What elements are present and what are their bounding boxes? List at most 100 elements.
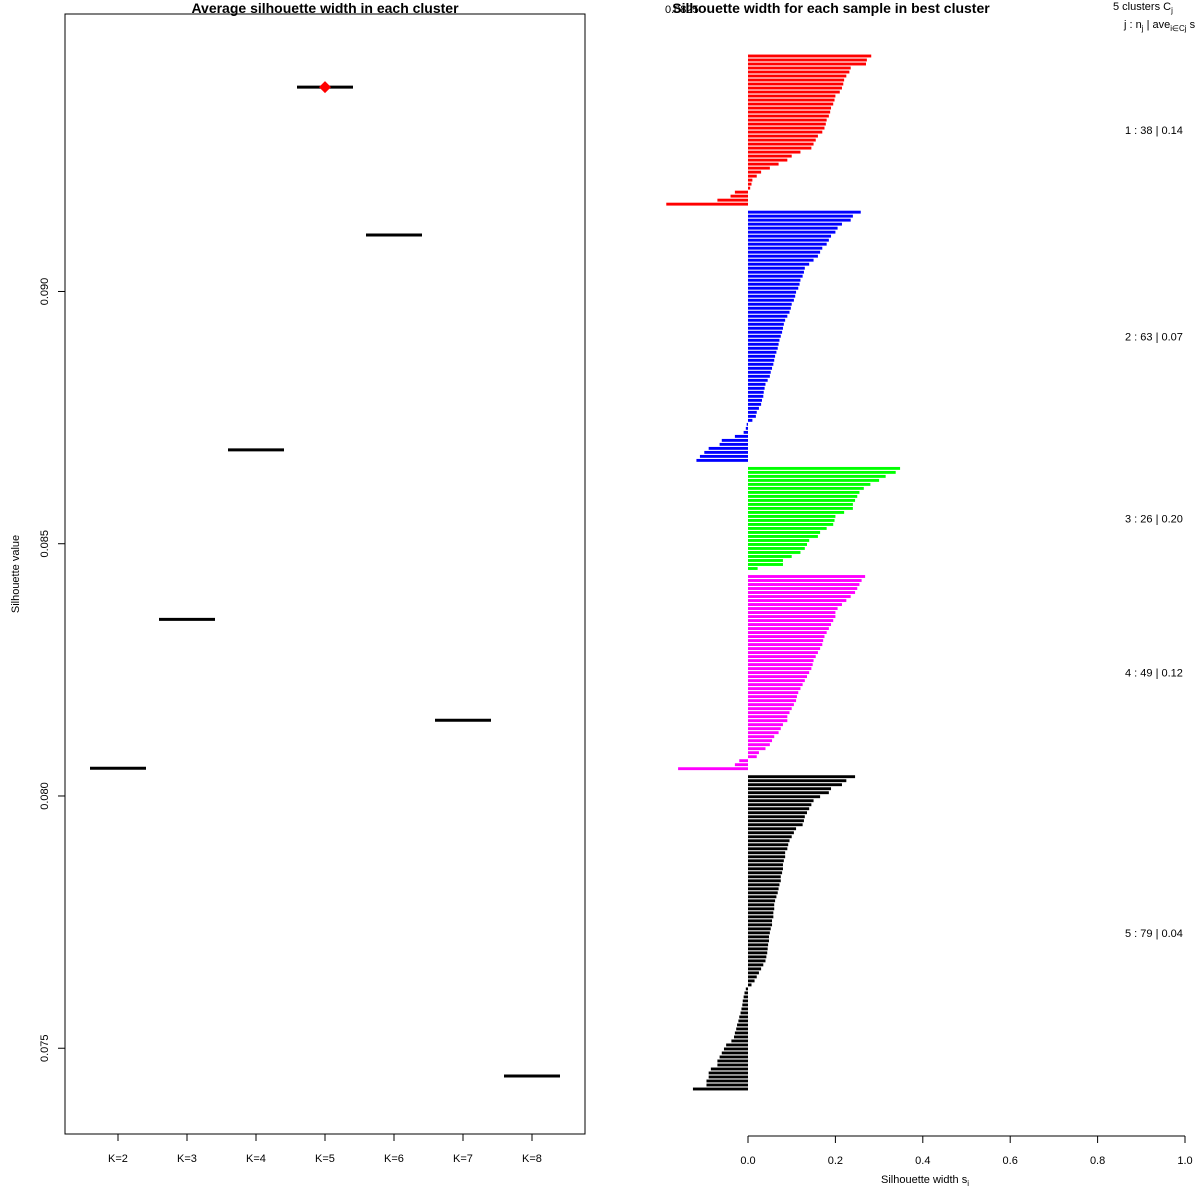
silhouette-bar	[748, 611, 836, 614]
silhouette-bar	[748, 695, 797, 699]
right-panel: Silhouette width for each sample in best…	[665, 0, 1196, 1188]
cluster-1-bars	[666, 54, 872, 206]
silhouette-bar	[748, 907, 775, 911]
left-plot-frame	[64, 13, 586, 1135]
silhouette-bar	[748, 679, 805, 683]
silhouette-bar	[731, 1039, 748, 1043]
left-x-axis: K=2 K=3 K=4 K=5 K=6 K=7 K=8	[108, 1133, 542, 1165]
silhouette-bar	[748, 310, 790, 314]
silhouette-bar	[748, 835, 792, 839]
silhouette-bar	[748, 270, 804, 274]
silhouette-bar	[748, 743, 770, 747]
silhouette-bar	[748, 94, 836, 98]
silhouette-bar	[748, 506, 853, 510]
silhouette-bar	[748, 803, 812, 807]
silhouette-bar	[748, 210, 861, 214]
silhouette-bar	[748, 326, 783, 330]
silhouette-bar	[748, 406, 759, 410]
silhouette-bar	[748, 86, 842, 90]
silhouette-bar	[742, 1003, 748, 1007]
silhouette-bar	[748, 519, 835, 522]
silhouette-bar	[748, 631, 827, 634]
silhouette-bar	[721, 1051, 748, 1055]
silhouette-bar	[748, 110, 831, 114]
silhouette-bar	[748, 927, 771, 931]
silhouette-bar	[734, 1031, 748, 1035]
silhouette-bar	[748, 134, 818, 138]
left-y-tick-label: 0.075	[39, 1034, 51, 1062]
silhouette-bar	[748, 334, 781, 338]
silhouette-bar	[748, 711, 790, 715]
silhouette-bar	[748, 623, 832, 626]
silhouette-bar	[734, 1035, 748, 1039]
best-k-marker	[319, 81, 331, 94]
left-x-tick-label: K=4	[246, 1153, 266, 1165]
silhouette-bar	[748, 967, 762, 971]
silhouette-bar	[748, 286, 799, 290]
right-x-tick-label: 1.0	[1177, 1155, 1192, 1167]
silhouette-bar	[748, 114, 829, 118]
silhouette-bar	[748, 675, 807, 679]
silhouette-bar	[748, 935, 769, 939]
silhouette-bar	[748, 254, 818, 258]
cluster-5-bars	[692, 775, 856, 1091]
silhouette-bar	[748, 859, 784, 863]
silhouette-bar	[740, 1011, 748, 1015]
silhouette-bar	[748, 667, 812, 671]
silhouette-bar	[748, 515, 836, 518]
silhouette-bar	[708, 446, 748, 450]
silhouette-bar	[748, 855, 786, 859]
silhouette-bar	[748, 58, 867, 62]
silhouette-bar	[748, 178, 753, 182]
silhouette-bar	[748, 527, 827, 530]
silhouette-bar	[748, 378, 768, 382]
left-y-tick-label: 0.080	[39, 782, 51, 810]
silhouette-bar	[748, 827, 797, 831]
silhouette-bar	[717, 1063, 748, 1067]
left-panel: Average silhouette width in each cluster…	[10, 0, 586, 1165]
silhouette-bar	[748, 747, 766, 751]
silhouette-bar	[748, 414, 756, 418]
silhouette-bar	[748, 931, 770, 935]
silhouette-bar	[666, 202, 748, 206]
silhouette-bar	[748, 599, 847, 602]
silhouette-bar	[748, 563, 783, 566]
silhouette-bar	[748, 899, 776, 903]
right-x-tick-label: 0.6	[1003, 1155, 1018, 1167]
silhouette-bar	[748, 655, 816, 659]
silhouette-bar	[748, 106, 832, 110]
silhouette-bar	[748, 739, 773, 743]
silhouette-bar	[748, 466, 901, 470]
silhouette-bar	[748, 258, 814, 262]
left-ylabel: Silhouette value	[10, 535, 22, 613]
silhouette-bar	[748, 719, 788, 723]
silhouette-bar	[748, 214, 853, 218]
right-x-tick-label: 0.2	[828, 1155, 843, 1167]
silhouette-bar	[748, 282, 800, 286]
silhouette-bar	[748, 647, 821, 651]
silhouette-bar	[748, 374, 770, 378]
silhouette-bar	[748, 911, 774, 915]
silhouette-bar	[748, 799, 814, 803]
silhouette-bar	[738, 1019, 748, 1023]
silhouette-bar	[741, 1007, 748, 1011]
cluster-3-bars	[748, 466, 901, 570]
silhouette-bar	[748, 90, 840, 94]
silhouette-bar	[748, 643, 823, 647]
silhouette-bar	[748, 234, 832, 238]
silhouette-bar	[748, 238, 829, 242]
silhouette-bar	[748, 727, 781, 731]
silhouette-bar	[748, 807, 810, 811]
left-x-tick-label: K=6	[384, 1153, 404, 1165]
silhouette-bar	[748, 595, 851, 598]
silhouette-bar	[748, 955, 767, 959]
silhouette-bar	[748, 278, 801, 282]
silhouette-bar	[706, 1083, 748, 1087]
silhouette-bar	[748, 366, 773, 370]
silhouette-bar	[748, 871, 783, 875]
silhouette-bar	[748, 787, 832, 791]
silhouette-bar	[748, 150, 801, 154]
silhouette-bar	[748, 290, 797, 294]
silhouette-bar	[748, 663, 813, 667]
silhouette-bar	[748, 943, 769, 947]
